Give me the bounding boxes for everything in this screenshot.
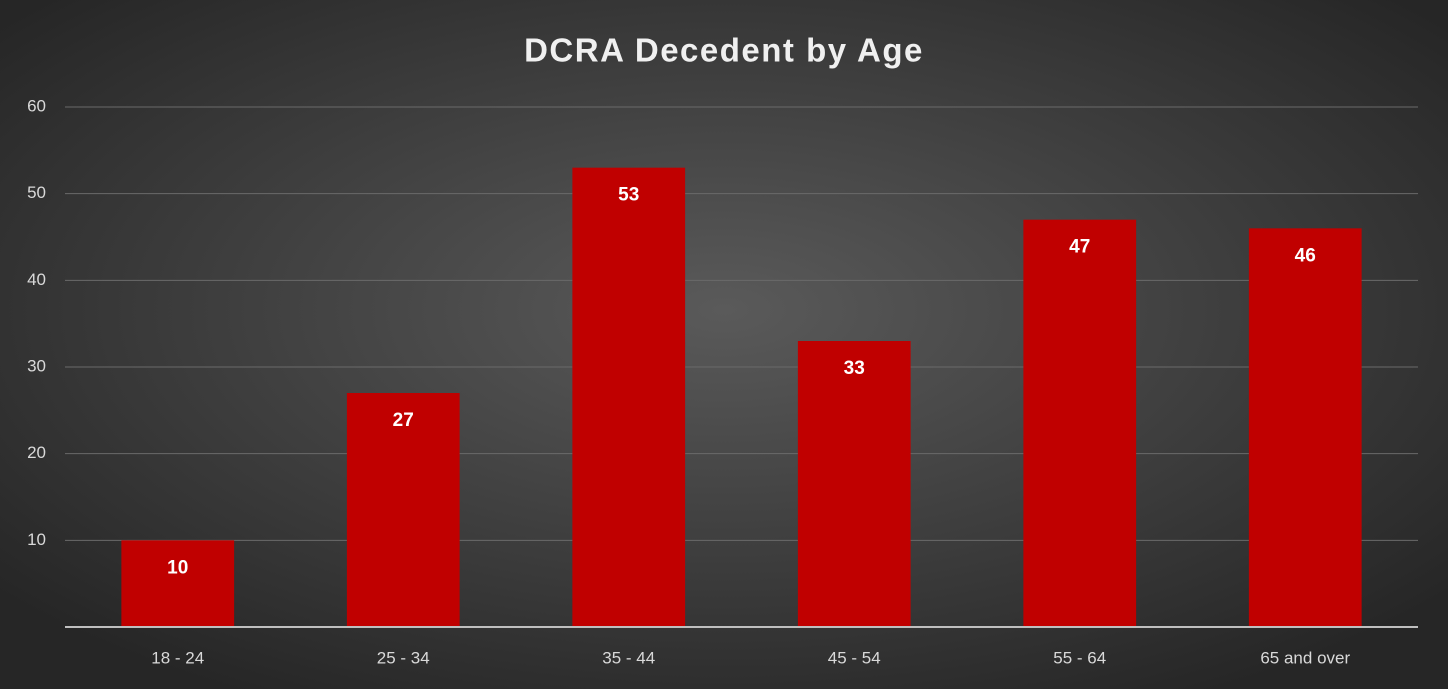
- data-label: 46: [1295, 245, 1316, 266]
- bar: [1248, 228, 1362, 628]
- y-tick-label: 40: [27, 270, 46, 289]
- data-label: 33: [844, 358, 865, 379]
- y-tick-label: 50: [27, 183, 46, 202]
- x-tick-label: 55 - 64: [1053, 648, 1106, 667]
- x-tick-label: 18 - 24: [151, 648, 204, 667]
- data-label: 47: [1069, 237, 1090, 258]
- x-tick-label: 65 and over: [1260, 648, 1350, 667]
- x-tick-label: 45 - 54: [828, 648, 881, 667]
- bar: [1023, 219, 1137, 627]
- y-tick-label: 20: [27, 443, 46, 462]
- y-tick-label: 10: [27, 530, 46, 549]
- data-label: 27: [393, 410, 414, 431]
- bar: [121, 540, 235, 627]
- data-label: 10: [167, 557, 188, 578]
- y-tick-label: 30: [27, 356, 46, 375]
- chart-title: DCRA Decedent by Age: [524, 32, 924, 69]
- x-tick-label: 35 - 44: [602, 648, 655, 667]
- x-tick-label: 25 - 34: [377, 648, 430, 667]
- bar: [797, 341, 911, 627]
- bar: [572, 167, 686, 627]
- y-tick-label: 60: [27, 96, 46, 115]
- data-label: 53: [618, 185, 639, 206]
- bar: [346, 393, 460, 627]
